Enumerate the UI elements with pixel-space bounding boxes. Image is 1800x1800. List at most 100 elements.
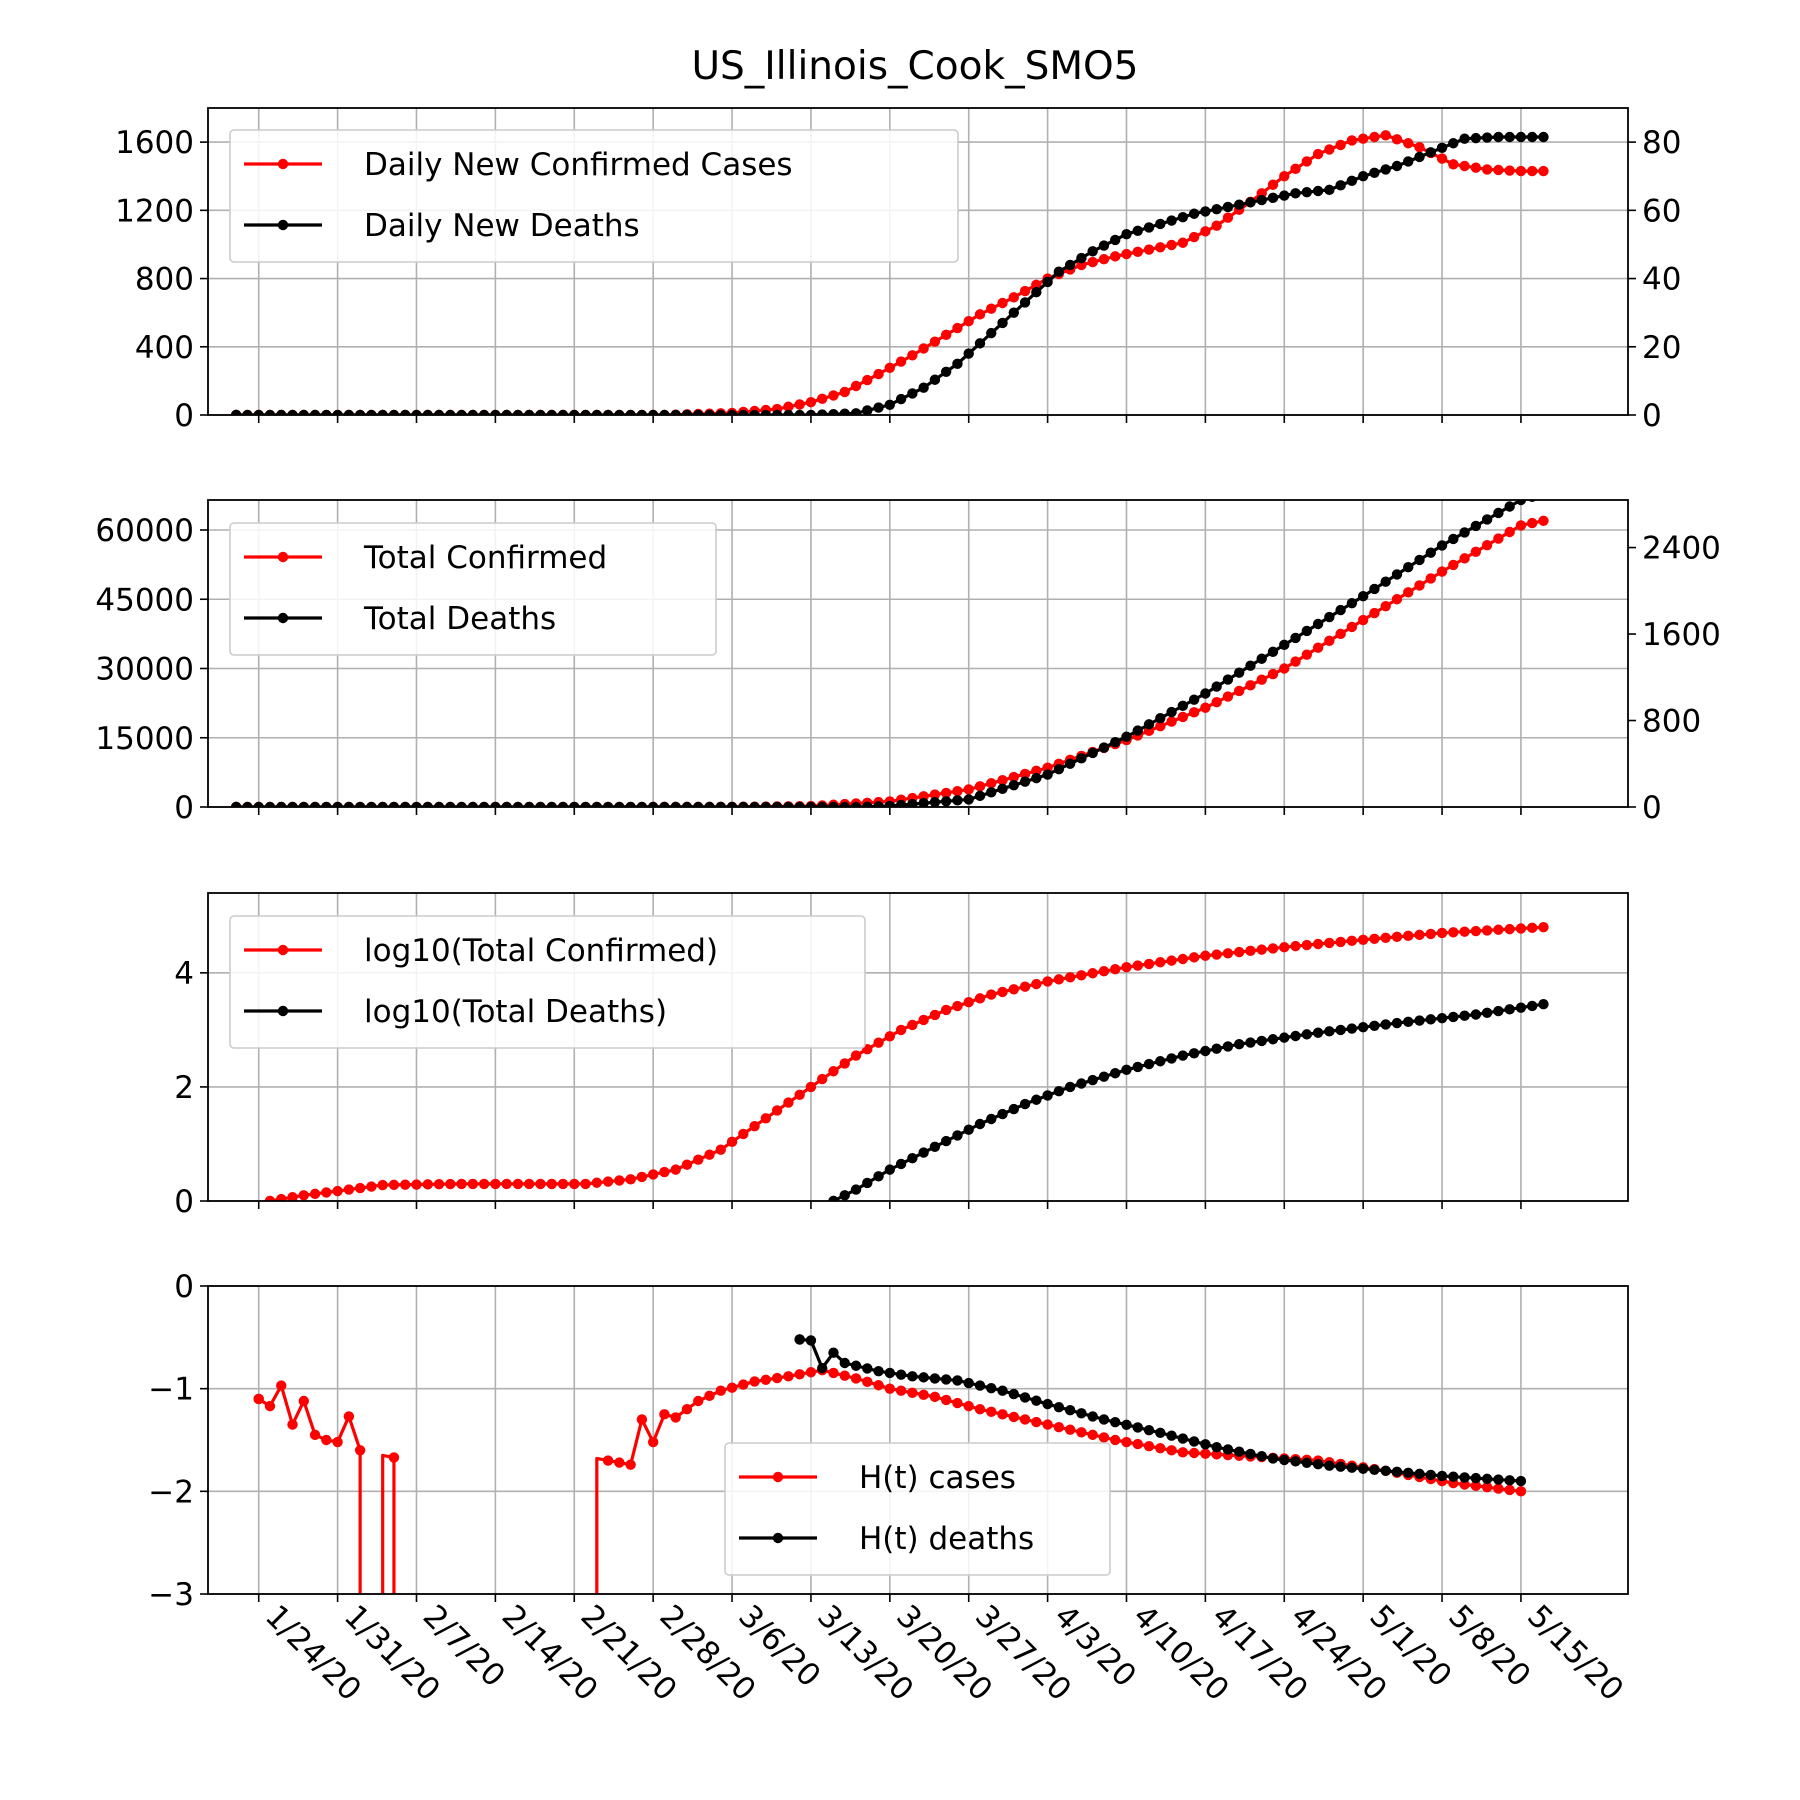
- data-point: [1279, 639, 1290, 651]
- data-point: [704, 1149, 715, 1160]
- data-point: [1504, 1004, 1515, 1015]
- data-point: [625, 801, 636, 807]
- data-point: [1403, 930, 1414, 942]
- data-point: [1031, 765, 1042, 777]
- data-point: [1470, 1480, 1482, 1492]
- data-point: [1132, 225, 1143, 236]
- data-point: [828, 1367, 839, 1379]
- data-point: [952, 1397, 963, 1409]
- data-point: [760, 409, 772, 415]
- data-point: [839, 1370, 850, 1381]
- data-point: [1436, 540, 1448, 551]
- data-point: [230, 409, 242, 415]
- data-point: [321, 801, 332, 807]
- data-point: [794, 1089, 805, 1100]
- data-point: [828, 408, 839, 415]
- data-point: [1256, 653, 1267, 664]
- y-tick-label-right: 20: [1642, 330, 1681, 366]
- data-point: [343, 801, 355, 807]
- data-point: [490, 409, 501, 415]
- data-point: [1357, 1463, 1369, 1474]
- panel-1: 0 400 800 1200 1600 0 20 40 60 80 Daily New Confir…: [115, 107, 1681, 434]
- data-point: [1076, 970, 1087, 981]
- data-point: [986, 303, 997, 314]
- data-point: [1177, 237, 1189, 248]
- data-point: [1200, 702, 1211, 713]
- data-point: [997, 783, 1008, 794]
- data-point: [1290, 188, 1301, 199]
- data-point: [445, 1178, 456, 1190]
- data-point: [670, 1164, 681, 1175]
- data-point: [433, 409, 445, 415]
- data-point: [1515, 165, 1527, 177]
- data-point: [1256, 944, 1267, 955]
- data-point: [1346, 175, 1358, 186]
- data-point: [411, 801, 422, 807]
- data-point: [1324, 937, 1335, 949]
- data-point: [276, 1380, 287, 1391]
- data-point: [1076, 252, 1087, 264]
- data-point: [1425, 1469, 1436, 1481]
- data-point: [647, 1436, 659, 1448]
- data-point: [309, 1188, 321, 1200]
- data-point: [1335, 604, 1346, 616]
- data-point: [456, 1178, 467, 1190]
- data-point: [614, 1457, 625, 1468]
- data-point: [1312, 148, 1324, 160]
- data-point: [1031, 287, 1042, 298]
- data-point: [1290, 1030, 1301, 1042]
- data-point: [1380, 1019, 1391, 1030]
- data-point: [873, 1380, 884, 1391]
- y-tick-label-right: 0: [1642, 790, 1662, 826]
- data-point: [1245, 1037, 1256, 1048]
- data-point: [1245, 1448, 1256, 1460]
- data-point: [1369, 1464, 1380, 1475]
- data-point: [467, 1178, 479, 1190]
- data-point: [1132, 1061, 1143, 1073]
- data-point: [1211, 696, 1222, 708]
- data-point: [1504, 526, 1515, 538]
- data-point: [614, 409, 625, 415]
- data-point: [1346, 1462, 1358, 1473]
- data-point: [1279, 171, 1290, 182]
- data-point: [693, 801, 704, 807]
- data-point: [422, 409, 433, 415]
- data-point: [862, 801, 873, 807]
- data-point: [1448, 1471, 1459, 1482]
- data-point: [1155, 713, 1166, 724]
- data-point: [647, 1169, 659, 1180]
- data-point: [1132, 1422, 1143, 1433]
- data-point: [1436, 1012, 1448, 1024]
- data-point: [805, 1081, 817, 1093]
- data-point: [1008, 984, 1019, 995]
- data-point: [1222, 691, 1234, 702]
- data-point: [546, 801, 557, 807]
- data-point: [1211, 1449, 1222, 1460]
- data-point: [1166, 1053, 1177, 1064]
- data-point: [1087, 1429, 1098, 1441]
- data-point: [929, 1009, 941, 1021]
- data-point: [704, 1390, 715, 1402]
- data-point: [659, 1409, 670, 1420]
- data-point: [636, 1171, 648, 1183]
- data-point: [1042, 976, 1053, 987]
- data-point: [264, 1400, 276, 1412]
- data-point: [546, 409, 557, 415]
- panel-3: 0 2 4 log10(Total Confirmed) log10(Total Dea…: [174, 892, 1629, 1220]
- data-point: [1459, 926, 1470, 937]
- data-point: [1053, 1086, 1065, 1097]
- data-point: [1538, 515, 1549, 526]
- legend-marker: [277, 944, 289, 956]
- data-point: [1527, 1000, 1538, 1012]
- y-tick-label-left: 0: [174, 790, 194, 826]
- data-point: [1527, 922, 1538, 934]
- data-point: [974, 1404, 986, 1415]
- data-point: [388, 1179, 400, 1191]
- data-point: [828, 1066, 839, 1077]
- data-point: [478, 801, 490, 807]
- series-2: [828, 999, 1549, 1201]
- data-point: [805, 409, 817, 415]
- data-point: [388, 1452, 400, 1463]
- data-point: [1346, 597, 1358, 609]
- data-point: [884, 1164, 896, 1175]
